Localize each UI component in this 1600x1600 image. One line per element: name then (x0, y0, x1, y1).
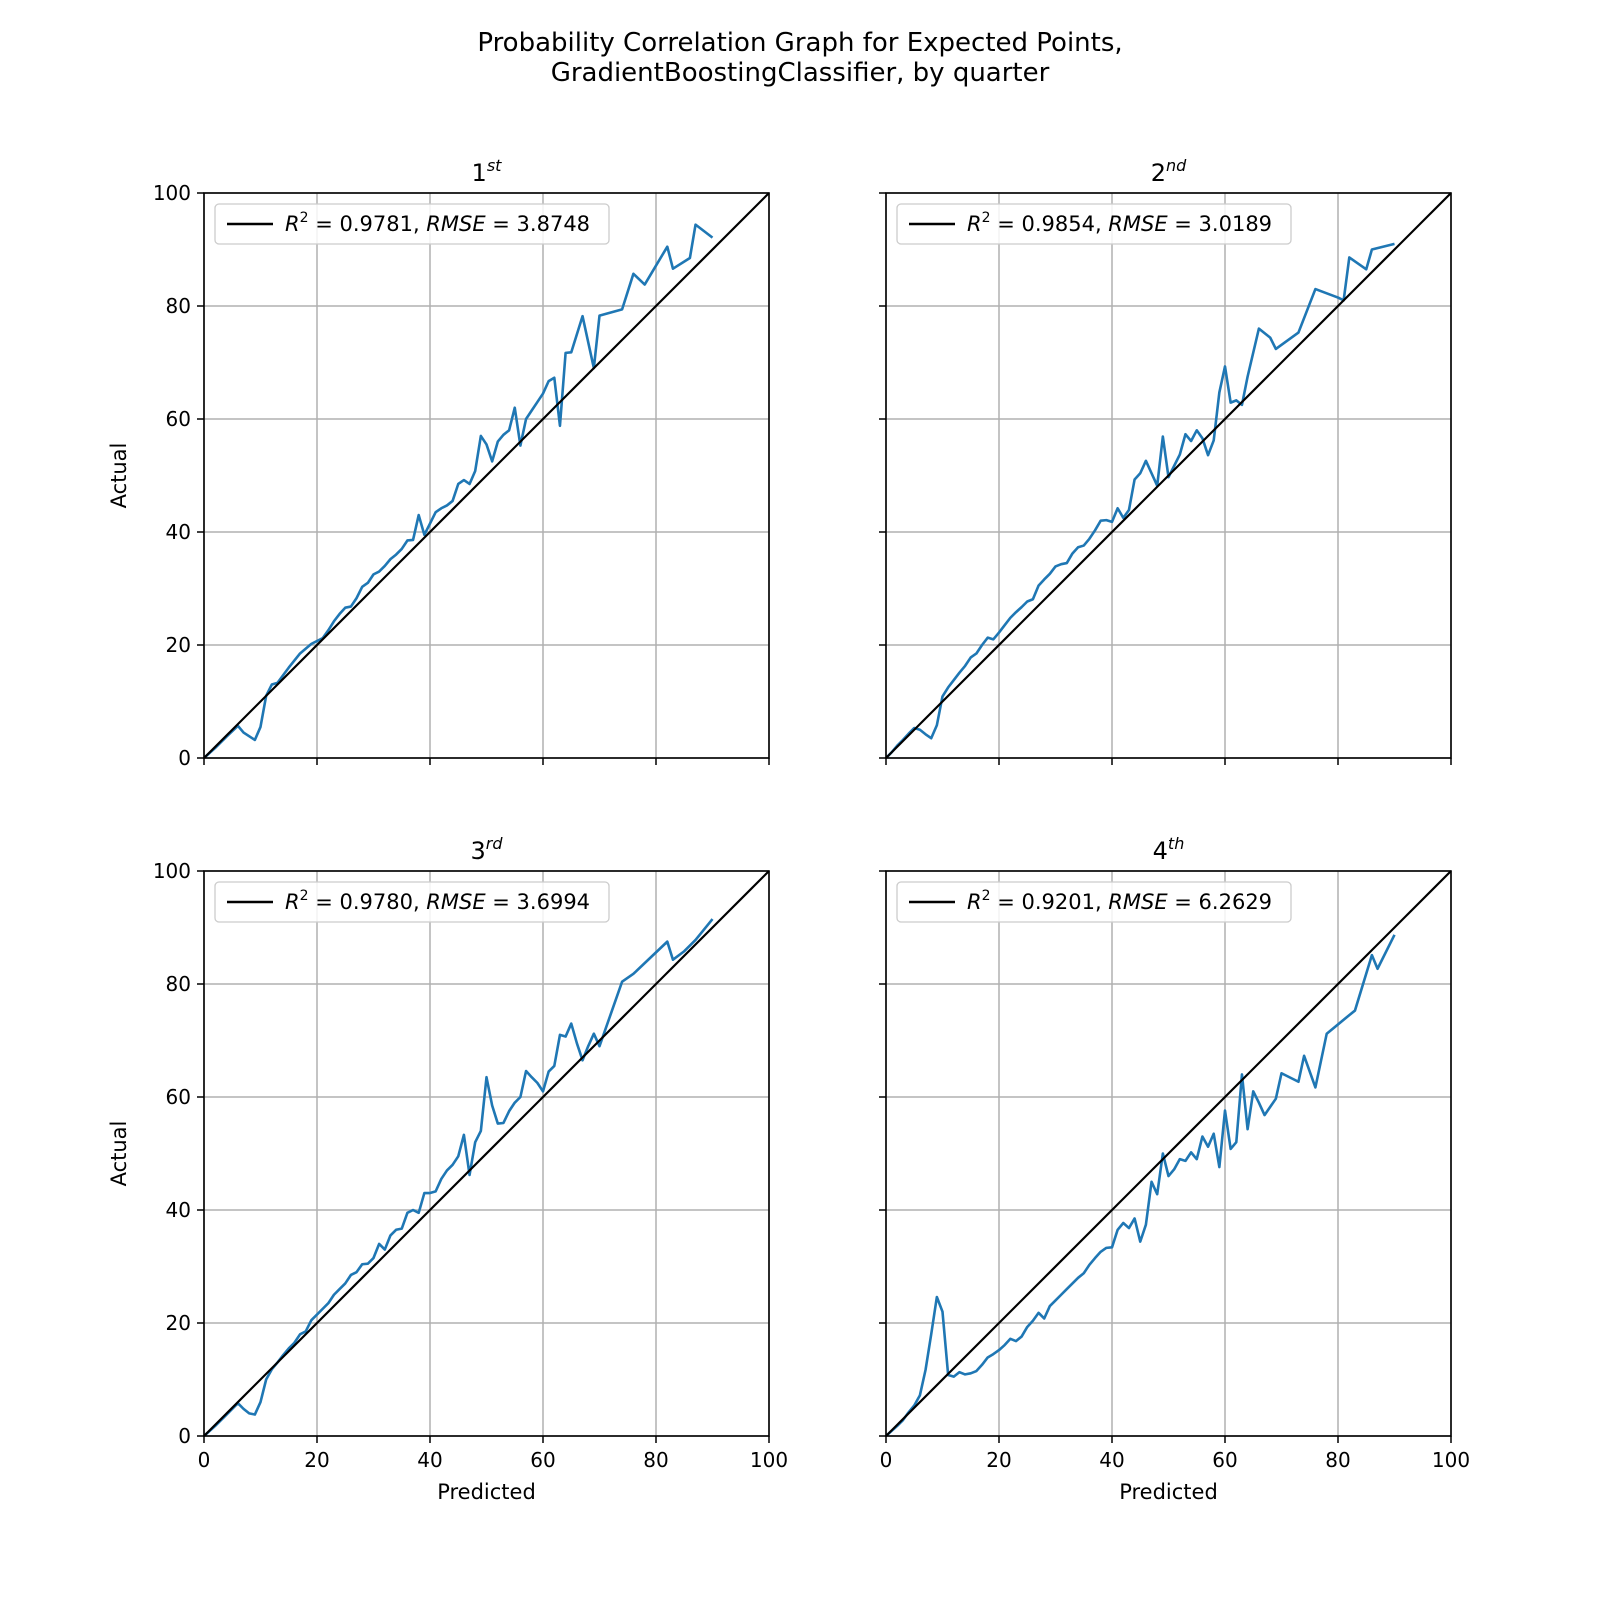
x-tick-label: 60 (530, 1448, 555, 1472)
y-tick-label: 100 (153, 181, 191, 205)
subplot-2nd: 2nd R2 = 0.9854, RMSE = 3.0189 (879, 156, 1452, 765)
legend: R2 = 0.9780, RMSE = 3.6994 (214, 881, 610, 923)
axes-frame (203, 870, 770, 1437)
subplot-4th: 0 20 40 60 80 100 Predicted 4th R2 = 0.9201, RMS… (879, 834, 1470, 1504)
x-tick-label: 20 (304, 1448, 329, 1472)
series-line (885, 934, 1396, 1437)
y-tick-label: 20 (166, 1311, 191, 1335)
subplot-title: 3rd (470, 834, 503, 865)
x-axis-label: Predicted (1119, 1480, 1218, 1504)
reference-line (885, 870, 1452, 1437)
x-tick-label: 20 (986, 1448, 1011, 1472)
figure-title-line-2: GradientBoostingClassifier, by quarter (551, 58, 1050, 88)
y-axis-label: Actual (107, 1121, 131, 1187)
y-tick-label: 20 (166, 633, 191, 657)
reference-line (203, 870, 770, 1437)
y-tick-label: 80 (166, 972, 191, 996)
legend-label: R2 = 0.9854, RMSE = 3.0189 (967, 210, 1272, 236)
legend-label: R2 = 0.9781, RMSE = 3.8748 (285, 210, 590, 236)
reference-line (885, 192, 1452, 759)
legend-box (214, 881, 610, 923)
y-tick-label: 60 (166, 1085, 191, 1109)
legend: R2 = 0.9201, RMSE = 6.2629 (896, 881, 1292, 923)
legend-label: R2 = 0.9780, RMSE = 3.6994 (285, 888, 590, 914)
legend: R2 = 0.9854, RMSE = 3.0189 (896, 203, 1292, 245)
legend: R2 = 0.9781, RMSE = 3.8748 (214, 203, 610, 245)
axes-frame (203, 192, 770, 759)
y-tick-label: 40 (166, 1198, 191, 1222)
x-tick-label: 80 (1325, 1448, 1350, 1472)
series-line (885, 242, 1395, 759)
legend-box (214, 203, 610, 245)
figure-title-line-1: Probability Correlation Graph for Expect… (477, 28, 1122, 58)
series-line (203, 918, 714, 1437)
subplot-title: 4th (1153, 834, 1185, 865)
legend-label: R2 = 0.9201, RMSE = 6.2629 (967, 888, 1272, 914)
x-tick-label: 100 (750, 1448, 788, 1472)
subplot-title: 1st (472, 156, 503, 187)
subplot-1st: 0 20 40 60 80 100 Actual 1st R2 = 0.9781, RMSE =… (107, 156, 770, 770)
axes-frame (885, 192, 1452, 759)
x-tick-label: 40 (417, 1448, 442, 1472)
x-tick-label: 60 (1212, 1448, 1237, 1472)
legend-box (896, 881, 1292, 923)
x-tick-label: 100 (1432, 1448, 1470, 1472)
series-line (203, 223, 714, 759)
x-tick-label: 0 (880, 1448, 893, 1472)
y-axis-label: Actual (107, 443, 131, 509)
x-tick-label: 40 (1099, 1448, 1124, 1472)
y-tick-label: 0 (178, 746, 191, 770)
y-tick-label: 60 (166, 407, 191, 431)
y-tick-label: 0 (178, 1424, 191, 1448)
reference-line (203, 192, 770, 759)
subplot-3rd: 0 20 40 60 80 100 0 20 40 60 80 100 Predicted Actual 3… (107, 834, 788, 1504)
x-tick-label: 0 (198, 1448, 211, 1472)
x-tick-label: 80 (643, 1448, 668, 1472)
subplot-title: 2nd (1151, 156, 1187, 187)
subplots-grid: 0 20 40 60 80 100 Actual 1st R2 = 0.9781, RMSE =… (107, 156, 1470, 1504)
y-tick-label: 100 (153, 859, 191, 883)
legend-box (896, 203, 1292, 245)
y-tick-label: 80 (166, 294, 191, 318)
axes-frame (885, 870, 1452, 1437)
y-tick-label: 40 (166, 520, 191, 544)
x-axis-label: Predicted (437, 1480, 536, 1504)
